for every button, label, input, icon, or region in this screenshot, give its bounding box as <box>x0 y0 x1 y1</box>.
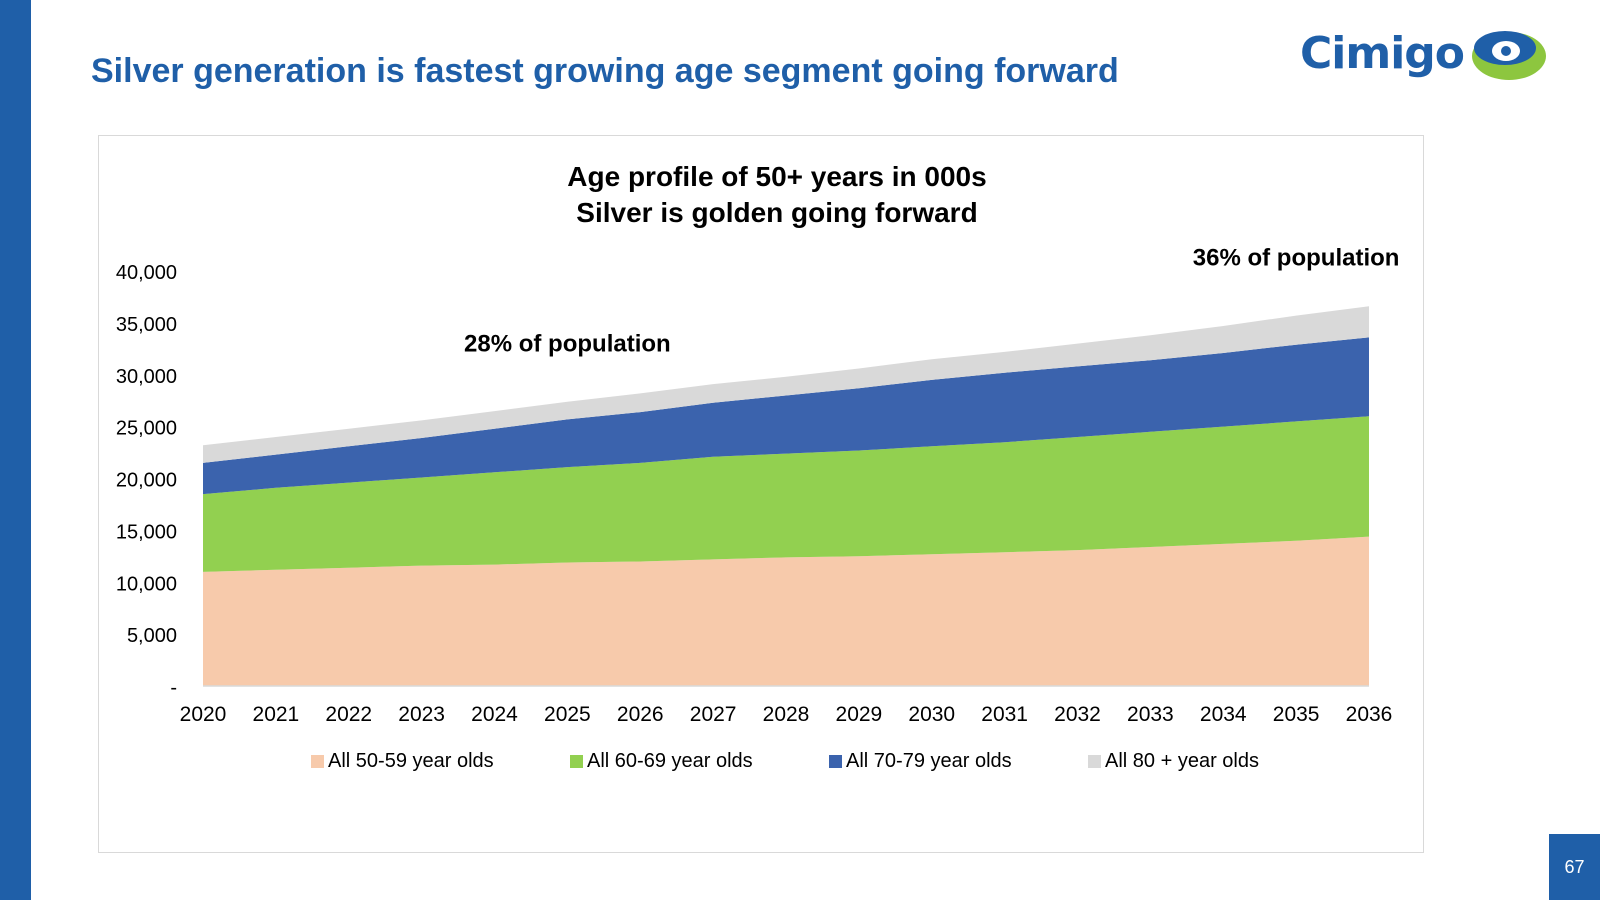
y-tick-label: 40,000 <box>116 262 177 284</box>
left-accent-bar <box>0 0 31 900</box>
area-series-4 <box>203 306 1369 463</box>
eye-logo-icon <box>1472 31 1547 80</box>
annotation-label: 36% of population <box>1193 245 1400 272</box>
x-tick-label: 2022 <box>325 703 372 726</box>
x-tick-label: 2031 <box>981 703 1028 726</box>
stacked-area-chart: Age profile of 50+ years in 000s Silver i… <box>116 161 1400 772</box>
x-tick-label: 2023 <box>398 703 445 726</box>
x-tick-label: 2026 <box>617 703 664 726</box>
x-tick-label: 2024 <box>471 703 518 726</box>
y-tick-label: 5,000 <box>127 625 177 647</box>
x-tick-label: 2025 <box>544 703 591 726</box>
chart-title-line: Silver is golden going forward <box>576 197 977 228</box>
y-tick-label: - <box>170 677 177 699</box>
chart-title-line: Age profile of 50+ years in 000s <box>567 161 986 192</box>
y-tick-label: 35,000 <box>116 314 177 336</box>
y-tick-label: 25,000 <box>116 418 177 440</box>
logo-text: Cimigo <box>1300 28 1465 79</box>
legend-swatch-3 <box>829 755 842 768</box>
area-series-3 <box>203 337 1369 495</box>
y-tick-label: 20,000 <box>116 470 177 492</box>
y-tick-label: 30,000 <box>116 366 177 388</box>
legend-label-4: All 80 + year olds <box>1105 750 1259 772</box>
cimigo-logo: Cimigo <box>1300 20 1548 88</box>
x-tick-label: 2036 <box>1346 703 1393 726</box>
x-tick-label: 2020 <box>180 703 227 726</box>
annotation-label: 28% of population <box>464 331 671 358</box>
page-number: 67 <box>1549 834 1600 900</box>
legend-swatch-4 <box>1088 755 1101 768</box>
legend-label-3: All 70-79 year olds <box>846 750 1012 772</box>
x-tick-label: 2028 <box>763 703 810 726</box>
legend-swatch-2 <box>570 755 583 768</box>
area-series-1 <box>203 536 1369 686</box>
x-tick-label: 2035 <box>1273 703 1320 726</box>
x-tick-label: 2030 <box>908 703 955 726</box>
legend-label-2: All 60-69 year olds <box>587 750 753 772</box>
x-tick-label: 2034 <box>1200 703 1247 726</box>
x-tick-label: 2033 <box>1127 703 1174 726</box>
area-series-2 <box>203 416 1369 572</box>
slide-title: Silver generation is fastest growing age… <box>91 52 1119 90</box>
y-tick-label: 15,000 <box>116 521 177 543</box>
legend-swatch-1 <box>311 755 324 768</box>
x-tick-label: 2021 <box>253 703 300 726</box>
x-tick-label: 2029 <box>836 703 883 726</box>
x-tick-label: 2032 <box>1054 703 1101 726</box>
chart-frame: Age profile of 50+ years in 000s Silver i… <box>98 135 1424 853</box>
legend-label-1: All 50-59 year olds <box>328 750 494 772</box>
y-tick-label: 10,000 <box>116 573 177 595</box>
x-tick-label: 2027 <box>690 703 737 726</box>
